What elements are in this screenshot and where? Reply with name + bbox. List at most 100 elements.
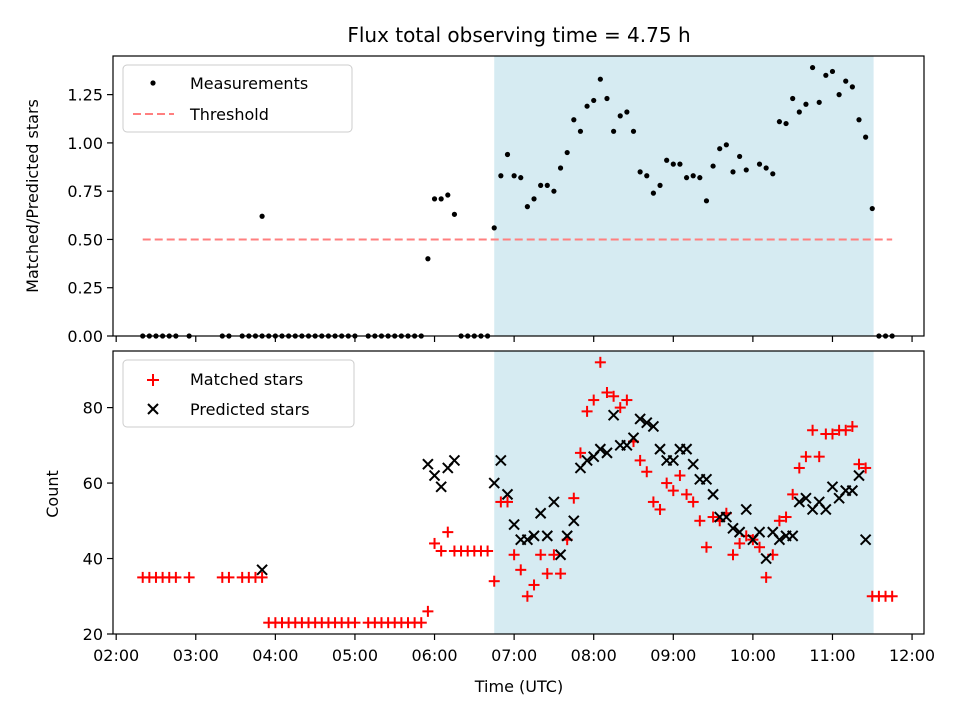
predicted-star-point	[773, 533, 786, 546]
top-panel: 0.00 0.25 0.50 0.75 1.00 1.25 Matched/Predict…	[23, 55, 925, 346]
matched-star-point	[482, 545, 494, 557]
bottom-y-axis: 20 40 60 80	[83, 399, 113, 644]
measurement-point	[431, 196, 438, 202]
top-points-layer	[140, 64, 895, 339]
matched-star-point	[614, 402, 626, 414]
top-plot-frame	[112, 55, 925, 337]
measurement-point	[538, 182, 544, 188]
x-tick-label: 11:00	[809, 646, 855, 665]
top-y-axis: 0.00 0.25 0.50 0.75 1.00 1.25	[67, 86, 113, 346]
predicted-star-point	[859, 533, 872, 546]
predicted-star-point	[647, 420, 660, 433]
measurement-point	[670, 161, 676, 167]
x-tick-label: 12:00	[889, 646, 935, 665]
measurement-point	[723, 142, 729, 148]
top-y-tick-label: 1.25	[67, 86, 103, 105]
matched-star-point	[826, 428, 838, 440]
predicted-star-point	[800, 492, 812, 504]
predicted-star-point	[561, 530, 573, 542]
measurement-point	[790, 95, 796, 102]
measurement-point	[630, 128, 637, 134]
predicted-star-point	[654, 443, 666, 455]
matched-star-point	[535, 549, 547, 561]
measurement-point	[690, 173, 696, 179]
x-tick-label: 06:00	[411, 646, 457, 665]
predicted-star-point	[422, 458, 434, 470]
top-y-tick-label: 0.50	[67, 230, 103, 249]
measurement-point	[743, 167, 749, 173]
measurement-point	[637, 169, 643, 175]
bottom-legend: Matched stars Predicted stars	[122, 359, 355, 428]
measurement-point	[531, 196, 537, 202]
predicted-star-point	[641, 416, 653, 429]
predicted-star-point	[541, 530, 553, 542]
matched-star-point	[707, 511, 719, 523]
measurement-point	[717, 146, 723, 152]
predicted-star-point	[707, 488, 719, 501]
matched-star-point	[581, 405, 593, 417]
predicted-star-point	[786, 530, 799, 542]
predicted-star-point	[846, 484, 859, 497]
x-tick-label: 02:00	[93, 646, 139, 665]
matched-star-point	[846, 420, 858, 432]
matched-star-point	[647, 496, 659, 508]
predicted-star-point	[733, 526, 746, 538]
matched-star-point	[687, 496, 699, 508]
matched-star-point	[787, 488, 799, 500]
bottom-y-tick-label: 60	[83, 474, 103, 493]
matched-star-point	[700, 541, 712, 553]
measurement-point	[557, 165, 564, 171]
measurement-point	[677, 161, 683, 167]
measurement-point	[737, 153, 743, 160]
measurement-point	[604, 95, 610, 102]
predicted-star-point	[680, 443, 693, 455]
matched-star-point	[667, 485, 679, 497]
bottom-observing-window-shade	[494, 351, 874, 634]
measurement-point	[591, 97, 597, 104]
predicted-star-point	[534, 507, 547, 519]
matched-star-point	[754, 541, 766, 553]
measurement-point	[829, 68, 836, 75]
measurement-point	[425, 256, 431, 262]
matched-star-point	[528, 579, 540, 591]
predicted-star-point	[256, 564, 268, 576]
matched-star-point	[886, 590, 898, 602]
matched-star-point	[661, 477, 673, 489]
matched-star-point	[621, 394, 633, 406]
matched-star-point	[773, 515, 785, 527]
matched-star-point	[574, 447, 586, 459]
x-tick-label: 07:00	[491, 646, 537, 665]
x-tick-label: 03:00	[173, 646, 219, 665]
bottom-legend-box	[122, 359, 355, 428]
measurement-point	[524, 204, 530, 210]
matched-star-point	[641, 466, 653, 478]
bottom-y-tick-label: 80	[83, 399, 103, 418]
measurement-point	[683, 175, 690, 181]
predicted-star-point	[607, 409, 620, 421]
measurement-point	[644, 173, 650, 179]
bottom-y-tick-label: 20	[83, 625, 103, 644]
predicted-star-point	[528, 530, 540, 542]
matched-star-point	[170, 571, 182, 583]
matched-star-point	[681, 488, 693, 500]
measurement-point	[551, 188, 557, 194]
predicted-star-point	[548, 496, 560, 508]
measurement-point	[836, 92, 842, 98]
matched-star-point	[555, 568, 567, 580]
matched-star-point	[674, 470, 686, 482]
matched-star-point	[183, 571, 195, 583]
matched-star-point	[760, 571, 772, 583]
matched-star-point	[727, 549, 739, 561]
matched-star-point	[429, 537, 441, 549]
predicted-star-point	[634, 413, 646, 425]
top-y-tick-label: 1.00	[67, 134, 103, 153]
matched-star-point	[840, 424, 852, 436]
predicted-star-point	[601, 447, 613, 459]
matched-star-point	[800, 451, 812, 463]
matched-star-point	[515, 564, 527, 576]
measurement-point	[856, 117, 862, 123]
matched-star-point	[256, 571, 268, 583]
bottom-points-layer	[137, 356, 898, 629]
top-legend-box	[122, 64, 353, 133]
